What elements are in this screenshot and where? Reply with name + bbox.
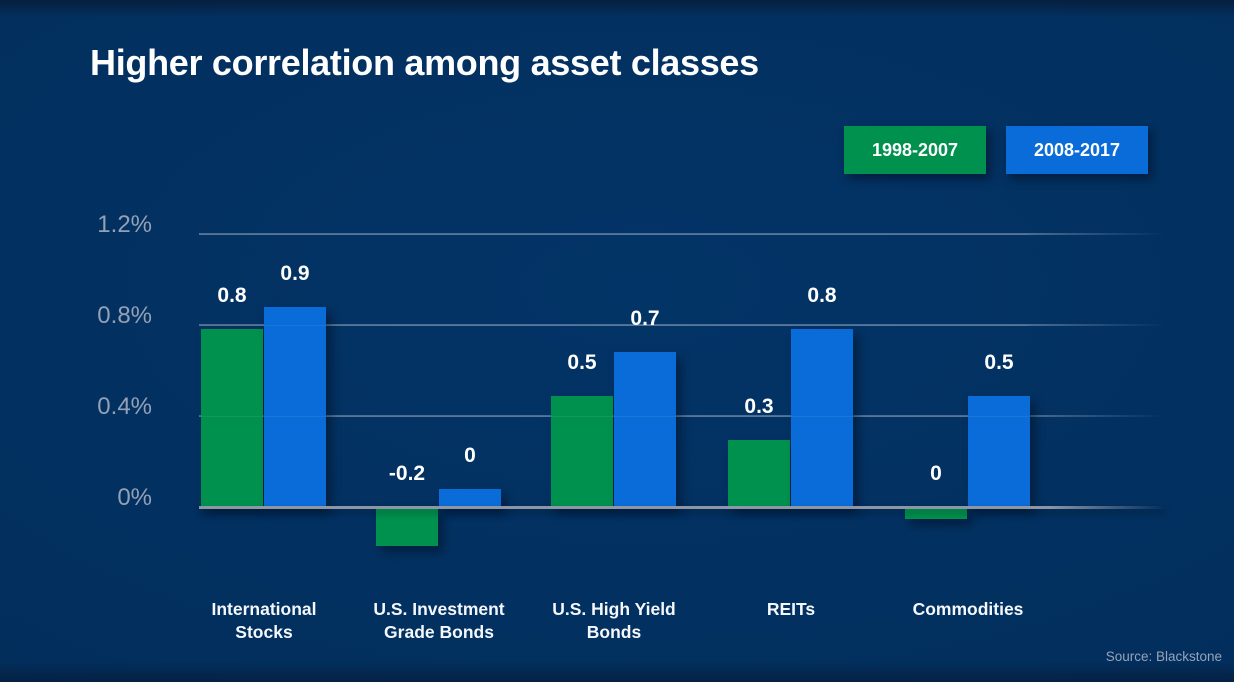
bar-1998-2007-reits <box>728 440 790 507</box>
bar-1998-2007-commodities <box>905 508 967 519</box>
bar-1998-2007-u-s-high-yield-bonds <box>551 396 613 507</box>
y-axis-tick-label: 0.4% <box>97 393 152 420</box>
x-axis-label-u-s-high-yield-bonds: U.S. High Yield Bonds <box>518 598 710 644</box>
legend-label-2008-2017: 2008-2017 <box>1033 139 1121 160</box>
bar-value-label-2008-2017-u-s-high-yield-bonds: 0.7 <box>630 307 660 330</box>
y-axis-tick-label: 0.8% <box>97 302 152 329</box>
bar-1998-2007-international-stocks <box>201 329 263 507</box>
zero-axis-line <box>199 506 1164 509</box>
bar-2008-2017-international-stocks <box>264 307 326 507</box>
legend-item-1998-2007: 1998-2007 <box>844 126 986 174</box>
x-axis-label-line: REITs <box>766 599 816 619</box>
bar-value-label-2008-2017-u-s-investment-grade-bonds: 0 <box>464 444 476 467</box>
bar-value-label-1998-2007-u-s-investment-grade-bonds: -0.2 <box>388 462 426 485</box>
x-axis-label-line: Stocks <box>235 622 293 642</box>
x-axis-label-line: Bonds <box>586 622 642 642</box>
bar-2008-2017-commodities <box>968 396 1030 507</box>
x-axis-label-line: U.S. High Yield <box>552 599 676 619</box>
bar-value-label-1998-2007-reits: 0.3 <box>744 395 774 418</box>
bar-value-label-1998-2007-commodities: 0 <box>930 462 942 485</box>
y-axis-tick-label: 1.2% <box>97 211 152 238</box>
x-axis-label-line: U.S. Investment <box>373 599 505 619</box>
bar-value-label-1998-2007-international-stocks: 0.8 <box>217 284 247 307</box>
bar-value-label-2008-2017-commodities: 0.5 <box>984 351 1014 374</box>
bar-2008-2017-reits <box>791 329 853 507</box>
x-axis-label-international-stocks: International Stocks <box>168 598 360 644</box>
bar-value-label-2008-2017-international-stocks: 0.9 <box>280 262 310 285</box>
y-axis-tick-label: 0% <box>117 484 152 511</box>
x-axis-label-line: International <box>211 599 317 619</box>
legend-label-1998-2007: 1998-2007 <box>871 139 959 160</box>
bar-2008-2017-u-s-high-yield-bonds <box>614 352 676 507</box>
gridline-1.2% <box>199 233 1164 235</box>
bar-2008-2017-u-s-investment-grade-bonds <box>439 489 501 507</box>
x-axis-label-reits: REITs <box>695 598 887 621</box>
gridline-overlay-0.8% <box>199 325 1029 326</box>
legend-item-2008-2017: 2008-2017 <box>1006 126 1148 174</box>
bar-1998-2007-u-s-investment-grade-bonds <box>376 508 438 546</box>
x-axis-label-line: Grade Bonds <box>384 622 494 642</box>
gridline-0.4% <box>199 415 1164 417</box>
gridline-overlay-0.4% <box>199 416 1029 417</box>
x-axis-label-u-s-investment-grade-bonds: U.S. Investment Grade Bonds <box>343 598 535 644</box>
gridline-overlay-1.2% <box>199 234 1029 235</box>
bar-value-label-1998-2007-u-s-high-yield-bonds: 0.5 <box>567 351 597 374</box>
gridline-0.8% <box>199 324 1164 326</box>
bar-value-label-2008-2017-reits: 0.8 <box>807 284 837 307</box>
x-axis-label-line: Commodities <box>912 599 1024 619</box>
x-axis-label-commodities: Commodities <box>872 598 1064 621</box>
chart-title: Higher correlation among asset classes <box>90 42 759 83</box>
source-note: Source: Blackstone <box>1105 649 1222 664</box>
